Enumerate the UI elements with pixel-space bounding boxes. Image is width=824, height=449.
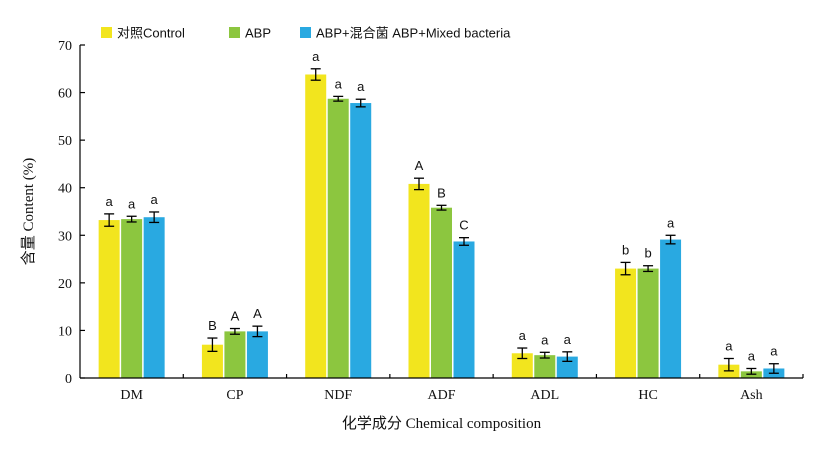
significance-label: a [335, 76, 343, 91]
x-tick-label: DM [120, 388, 143, 403]
bar-adl-2 [556, 356, 578, 378]
bar-adf-1 [431, 207, 452, 378]
bar-cp-1 [224, 331, 246, 378]
y-tick-label: 10 [58, 324, 72, 339]
x-tick-label: NDF [324, 388, 352, 403]
bar-dm-2 [143, 217, 165, 378]
bar-adf-2 [453, 241, 475, 378]
y-axis: 0 10 20 30 40 50 60 70 [58, 39, 85, 387]
bar-cp-0 [201, 344, 223, 378]
x-tick-label: ADF [427, 388, 455, 403]
legend: 对照Control ABP ABP+混合菌 ABP+Mixed bacteria [101, 26, 511, 41]
legend-label-2: ABP+混合菌 ABP+Mixed bacteria [316, 26, 511, 41]
significance-label: a [151, 192, 159, 207]
significance-label: B [437, 185, 446, 200]
x-axis: DM CP NDF ADF ADL HC Ash [80, 374, 804, 403]
legend-label-0: 对照Control [117, 26, 185, 41]
legend-label-1: ABP [245, 26, 271, 41]
bar-adf-0 [408, 183, 430, 378]
bar-hc-2 [660, 239, 682, 378]
significance-label: a [725, 338, 733, 353]
legend-swatch-1 [229, 27, 240, 38]
x-tick-label: CP [226, 388, 243, 403]
y-tick-label: 20 [58, 277, 72, 292]
significance-label: a [357, 79, 365, 94]
bar-dm-1 [121, 219, 143, 378]
bar-hc-1 [637, 268, 659, 378]
legend-swatch-0 [101, 27, 112, 38]
x-axis-title: 化学成分 Chemical composition [342, 415, 542, 432]
significance-label: b [622, 242, 629, 257]
bar-cp-2 [246, 331, 268, 378]
significance-label: a [770, 344, 778, 359]
x-tick-label: HC [638, 388, 657, 403]
bar-hc-0 [615, 268, 637, 378]
significance-label: A [253, 306, 262, 321]
bar-adl-0 [511, 353, 533, 378]
significance-label: a [667, 215, 675, 230]
bar-ndf-1 [327, 98, 349, 379]
significance-label: a [519, 328, 527, 343]
y-tick-label: 40 [58, 182, 72, 197]
y-tick-label: 60 [58, 87, 72, 102]
significance-label: a [128, 196, 136, 211]
y-axis-title: 含量 Content (%) [20, 158, 37, 265]
significance-label: C [459, 218, 468, 233]
y-tick-label: 70 [58, 39, 72, 54]
significance-label: a [541, 332, 549, 347]
x-tick-label: ADL [530, 388, 559, 403]
x-tick-label: Ash [740, 388, 763, 403]
y-tick-label: 0 [65, 372, 72, 387]
significance-label: a [312, 49, 320, 64]
significance-label: A [231, 309, 240, 324]
significance-label: A [415, 158, 424, 173]
y-tick-label: 50 [58, 134, 72, 149]
legend-swatch-2 [300, 27, 311, 38]
bar-ndf-0 [305, 74, 327, 378]
significance-label: B [208, 318, 217, 333]
significance-label: a [564, 332, 572, 347]
significance-label: a [106, 194, 114, 209]
y-tick-label: 30 [58, 229, 72, 244]
bar-dm-0 [98, 220, 120, 378]
significance-label: a [748, 348, 756, 363]
bar-ndf-2 [350, 103, 372, 378]
bar-adl-1 [534, 355, 556, 378]
significance-label: b [644, 246, 651, 261]
